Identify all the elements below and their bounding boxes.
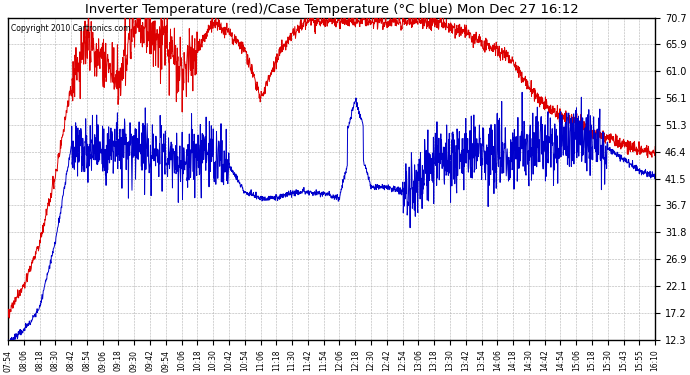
- Text: Copyright 2010 Cartronics.com: Copyright 2010 Cartronics.com: [11, 24, 130, 33]
- Title: Inverter Temperature (red)/Case Temperature (°C blue) Mon Dec 27 16:12: Inverter Temperature (red)/Case Temperat…: [85, 3, 578, 16]
